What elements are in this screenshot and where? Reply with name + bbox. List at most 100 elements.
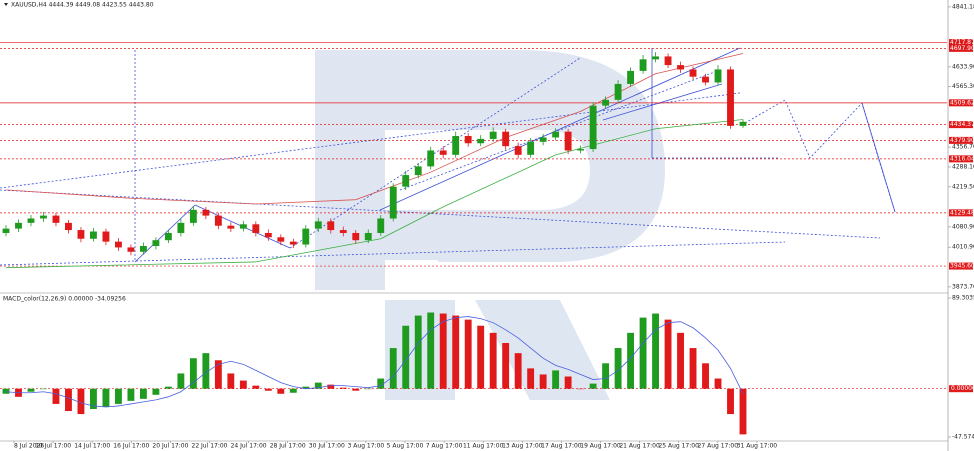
candle-body bbox=[139, 245, 147, 252]
level-label-bg bbox=[949, 99, 973, 107]
candle-body bbox=[727, 69, 734, 126]
x-tick-label: 10 Jul 17:00 bbox=[35, 443, 71, 450]
macd-bar bbox=[77, 388, 85, 415]
macd-bar bbox=[352, 388, 360, 391]
candle-body bbox=[452, 136, 460, 155]
candle-body bbox=[402, 175, 410, 187]
level-label-bg bbox=[949, 121, 973, 129]
macd-bar bbox=[502, 342, 510, 389]
macd-bar bbox=[90, 388, 97, 409]
level-label: 3945.60 bbox=[950, 263, 974, 270]
macd-bar bbox=[40, 388, 47, 390]
y-tick-label: 3873.70 bbox=[952, 283, 974, 290]
x-tick-label: 5 Aug 17:00 bbox=[387, 443, 424, 450]
candle-body bbox=[589, 105, 597, 150]
macd-bar bbox=[252, 385, 260, 389]
macd-bar bbox=[339, 387, 347, 389]
candle-body bbox=[164, 232, 172, 241]
candle-body bbox=[714, 69, 722, 83]
macd-bar bbox=[714, 378, 722, 389]
macd-signal bbox=[5, 316, 744, 408]
macd-bar bbox=[314, 382, 322, 389]
macd-bar bbox=[377, 378, 385, 389]
macd-bar bbox=[602, 363, 610, 389]
candle-body bbox=[439, 150, 447, 155]
candle-body bbox=[339, 230, 347, 233]
candle-body bbox=[90, 231, 97, 239]
macd-bar bbox=[27, 388, 35, 392]
x-tick-label: 30 Jul 17:00 bbox=[309, 443, 345, 450]
candle-body bbox=[289, 241, 297, 245]
macd-bar bbox=[514, 353, 522, 389]
candle-body bbox=[427, 150, 435, 167]
candle-body bbox=[577, 149, 585, 151]
candle-body bbox=[514, 146, 522, 155]
macd-bar bbox=[664, 319, 672, 389]
candle-body bbox=[2, 228, 10, 233]
trend-line bbox=[379, 47, 741, 211]
macd-bar bbox=[52, 388, 60, 404]
macd-bar bbox=[739, 388, 747, 435]
level-label-bg bbox=[949, 136, 973, 144]
x-tick-label: 20 Jul 17:00 bbox=[152, 443, 188, 450]
watermark-top bbox=[315, 50, 665, 290]
macd-bar bbox=[577, 388, 585, 390]
level-label-bg bbox=[949, 44, 973, 52]
candle-body bbox=[52, 215, 60, 223]
x-tick-label: 21 Aug 17:00 bbox=[619, 443, 660, 450]
macd-bar bbox=[202, 353, 210, 389]
x-tick-label: 27 Aug 17:00 bbox=[698, 443, 739, 450]
candle-body bbox=[377, 218, 385, 233]
candle-body bbox=[314, 221, 322, 229]
macd-bar bbox=[264, 388, 272, 391]
macd-bar bbox=[164, 386, 172, 389]
candle-body bbox=[539, 137, 547, 142]
macd-title: MACD_color(12,26,9) 0.00000 -34.09256 bbox=[3, 296, 126, 303]
level-label: 4129.48 bbox=[950, 209, 974, 216]
macd-bar bbox=[464, 319, 472, 389]
macd-bar bbox=[289, 388, 297, 393]
candle-body bbox=[227, 225, 235, 229]
candle-body bbox=[102, 231, 110, 242]
moving-average bbox=[5, 119, 744, 269]
level-label-bg bbox=[949, 39, 973, 47]
x-tick-label: 8 Jul 2026 bbox=[14, 443, 44, 450]
x-tick-label: 14 Jul 17:00 bbox=[74, 443, 110, 450]
candle-body bbox=[739, 121, 747, 126]
candle-body bbox=[527, 141, 535, 155]
macd-bar bbox=[302, 386, 310, 389]
candle-body bbox=[239, 224, 247, 229]
candle-body bbox=[152, 240, 160, 246]
candle-body bbox=[677, 65, 684, 70]
candle-body bbox=[652, 56, 659, 60]
y-tick-label: 4010.90 bbox=[952, 244, 974, 251]
macd-bar bbox=[564, 376, 572, 389]
candle-body bbox=[489, 131, 497, 139]
x-tick-label: 25 Aug 17:00 bbox=[658, 443, 699, 450]
trend-line bbox=[602, 83, 723, 121]
macd-bar bbox=[139, 388, 147, 399]
candle-body bbox=[602, 99, 610, 106]
macd-bar bbox=[2, 388, 10, 394]
x-tick-label: 24 Jul 17:00 bbox=[231, 443, 267, 450]
macd-bar bbox=[614, 348, 622, 389]
x-tick-label: 3 Aug 17:00 bbox=[348, 443, 385, 450]
candle-body bbox=[639, 59, 647, 71]
y-tick-label: 4080.90 bbox=[952, 223, 974, 230]
macd-bar bbox=[114, 388, 122, 404]
macd-bar bbox=[102, 388, 110, 407]
x-tick-label: 13 Aug 17:00 bbox=[502, 443, 543, 450]
level-label: 4434.37 bbox=[950, 121, 974, 128]
trend-line bbox=[0, 189, 881, 239]
x-tick-label: 22 Jul 17:00 bbox=[192, 443, 228, 450]
candle-body bbox=[277, 237, 285, 242]
x-tick-label: 17 Aug 17:00 bbox=[541, 443, 582, 450]
candle-body bbox=[302, 228, 310, 245]
candle-body bbox=[352, 232, 360, 241]
candle-body bbox=[627, 70, 635, 84]
macd-bar bbox=[539, 374, 547, 389]
macd-bar bbox=[452, 315, 460, 389]
macd-bar bbox=[527, 368, 535, 389]
level-label-bg bbox=[949, 262, 973, 270]
menu-arrow[interactable] bbox=[4, 3, 8, 6]
